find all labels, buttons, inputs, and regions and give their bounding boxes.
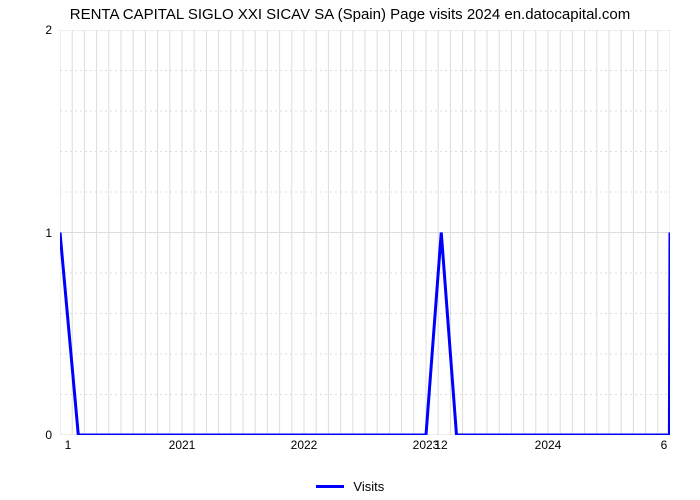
x-tick-label: 2024 bbox=[535, 438, 562, 452]
legend-label: Visits bbox=[353, 479, 384, 494]
data-point-label: 1 bbox=[65, 438, 72, 452]
chart-legend: Visits bbox=[0, 478, 700, 494]
chart-grid bbox=[60, 30, 670, 435]
chart-title: RENTA CAPITAL SIGLO XXI SICAV SA (Spain)… bbox=[0, 6, 700, 23]
legend-swatch bbox=[316, 485, 344, 488]
y-tick-label: 1 bbox=[12, 226, 52, 240]
y-tick-label: 2 bbox=[12, 23, 52, 37]
x-tick-label: 2021 bbox=[169, 438, 196, 452]
chart-container: RENTA CAPITAL SIGLO XXI SICAV SA (Spain)… bbox=[0, 0, 700, 500]
y-tick-label: 0 bbox=[12, 428, 52, 442]
data-point-label: 12 bbox=[434, 438, 447, 452]
chart-plot bbox=[60, 30, 670, 435]
data-point-label: 6 bbox=[661, 438, 668, 452]
x-tick-label: 2022 bbox=[291, 438, 318, 452]
